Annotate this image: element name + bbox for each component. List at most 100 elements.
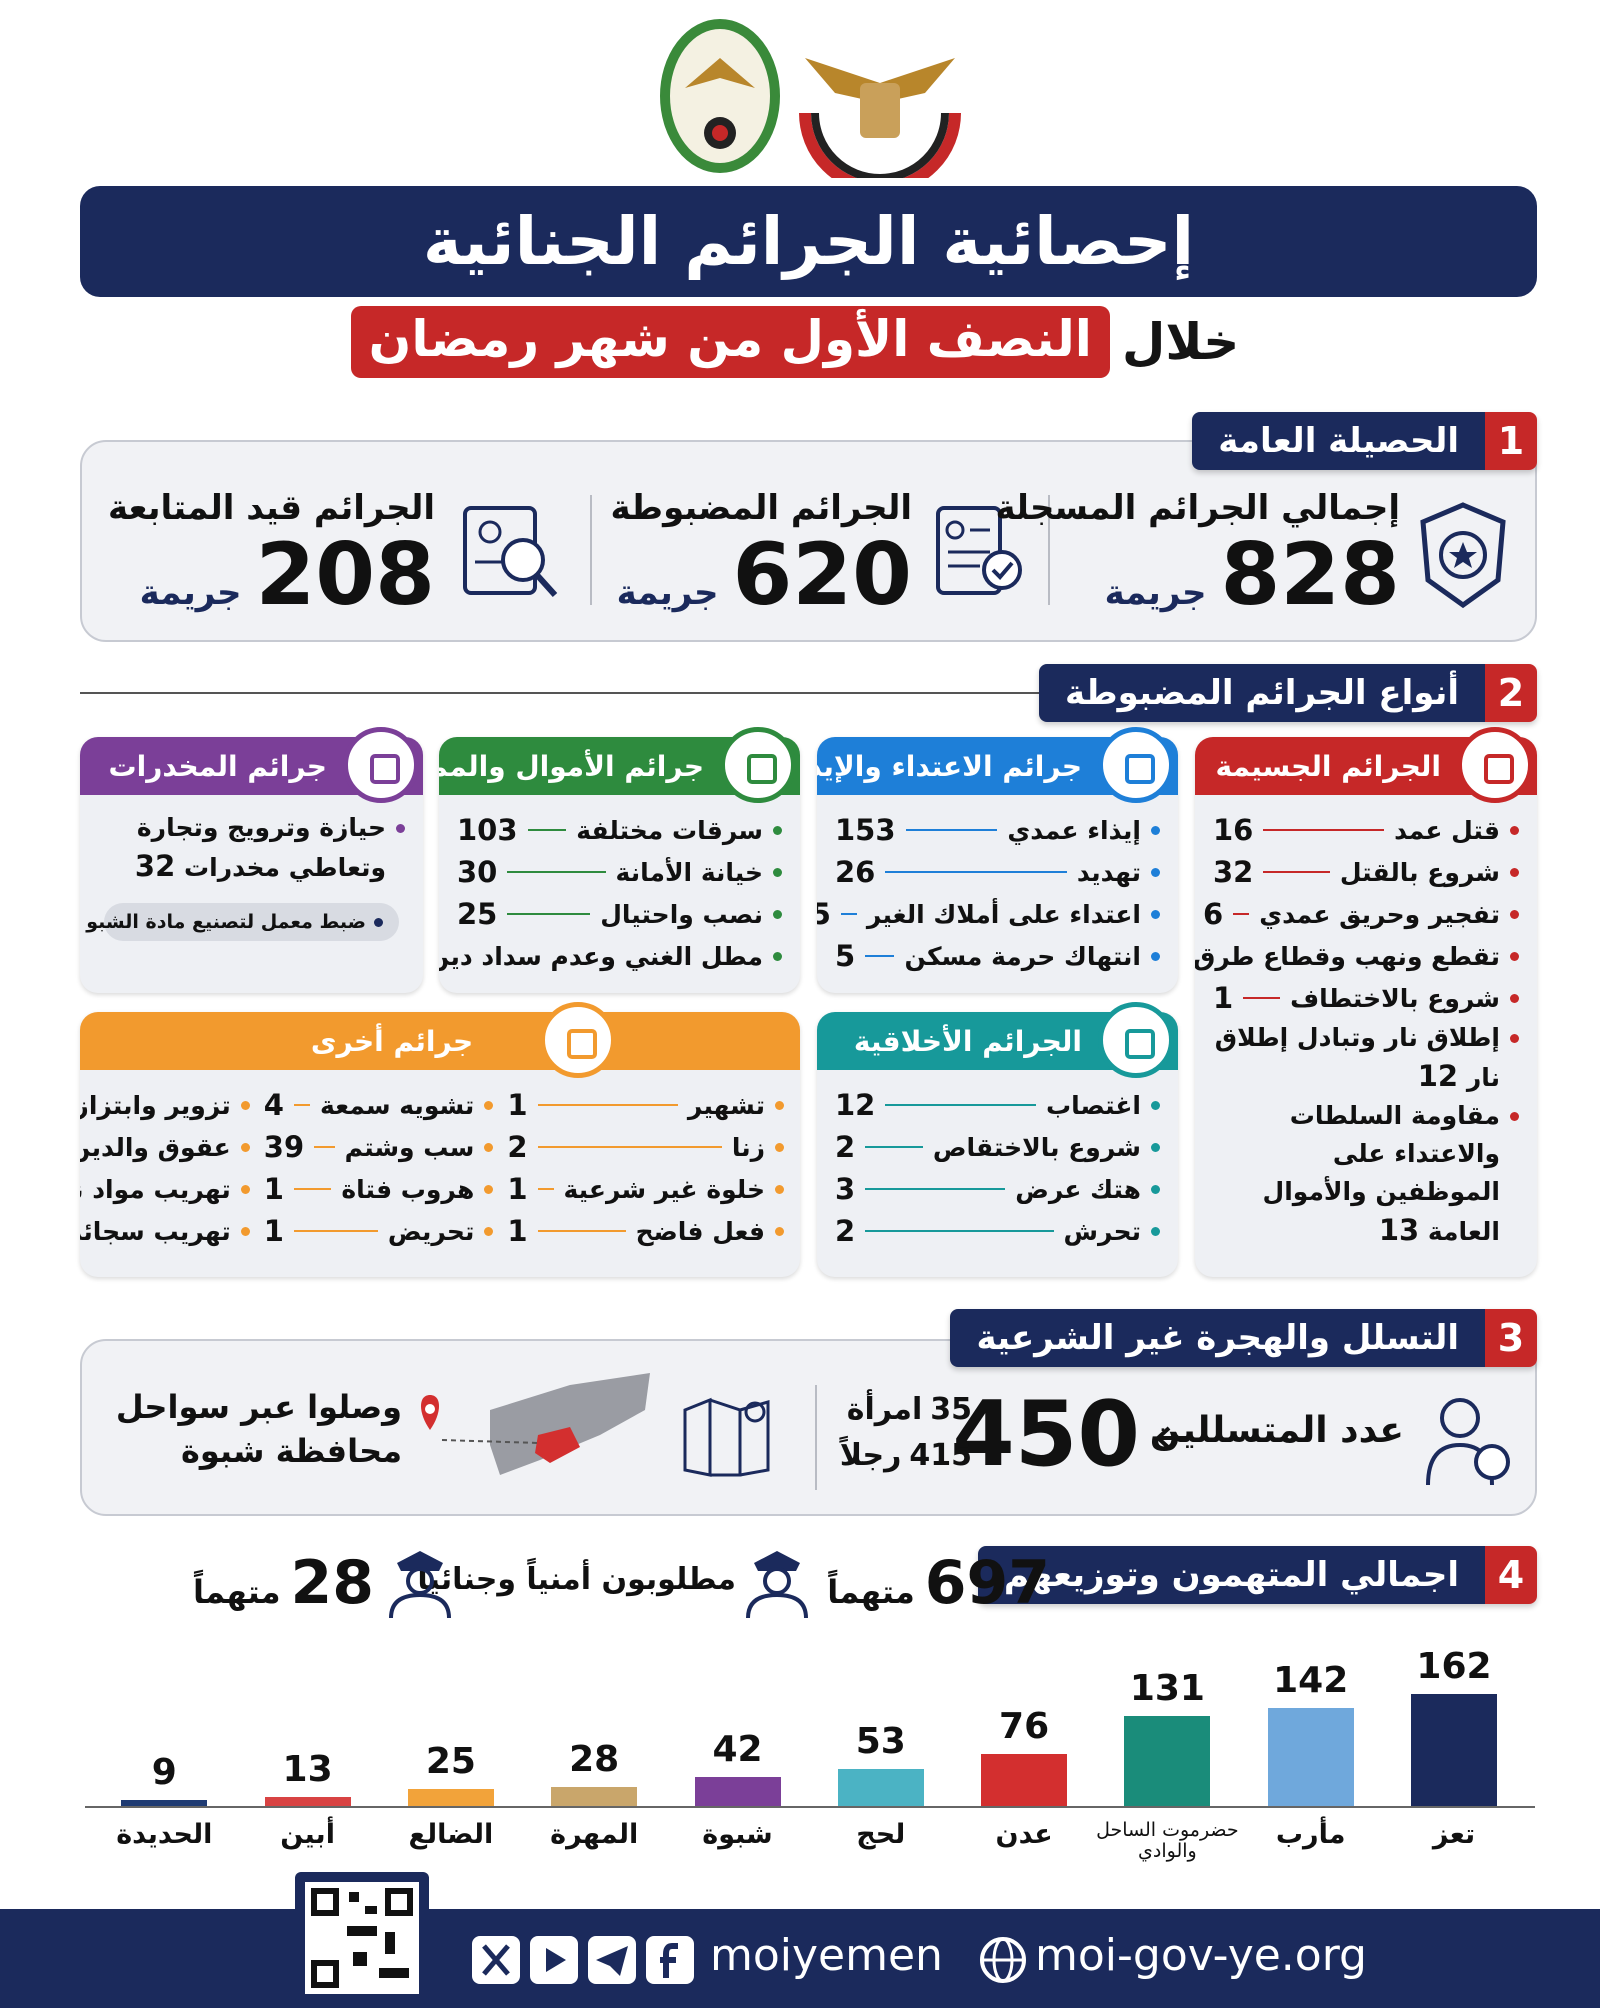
- crime-item: سرقات مختلفة 103: [457, 809, 782, 851]
- card-icon: [1098, 1002, 1174, 1078]
- crime-item: تشويه سمعة 4: [264, 1084, 494, 1126]
- card-title: جرائم أخرى: [310, 1024, 474, 1058]
- bar: [837, 1769, 924, 1806]
- bullet: [773, 951, 782, 961]
- bar-category: أبين: [280, 1819, 335, 1850]
- crime-item-text: مقاومة السلطات والاعتداء على الموظفين وا…: [1213, 1097, 1500, 1251]
- bullet: [775, 1226, 784, 1236]
- bullet: [775, 1142, 784, 1152]
- bullet: [374, 917, 383, 927]
- bar-category: مأرب: [1275, 1819, 1346, 1850]
- crime-item: قتل عمد 16: [1213, 809, 1519, 851]
- section-tab: 2 أنواع الجرائم المضبوطة: [1038, 664, 1537, 722]
- crime-item: نصب واحتيال 25: [457, 893, 782, 935]
- stat-value: 620: [732, 525, 912, 625]
- card-icon-glyph: [1125, 1029, 1155, 1059]
- leader-line: [507, 871, 606, 873]
- crime-item: اعتداء على أملاك الغير 45: [817, 893, 1160, 935]
- stat: الجرائم المضبوطة 620 جريمة: [610, 488, 912, 623]
- bullet: [1510, 825, 1519, 835]
- crime-value: 2: [835, 1214, 856, 1248]
- women-label: امرأة: [846, 1392, 923, 1427]
- bullet: [1510, 951, 1519, 961]
- leader-line: [865, 955, 895, 957]
- crime-label: اعتداء على أملاك الغير: [866, 899, 1141, 929]
- section-title: التسلل والهجرة غير الشرعية: [950, 1309, 1485, 1367]
- crime-label: تقطع ونهب وقطاع طرق: [1195, 941, 1500, 971]
- section-title: أنواع الجرائم المضبوطة: [1038, 664, 1485, 722]
- crime-item: سب وشتم 39: [264, 1126, 494, 1168]
- crime-label: زنا: [731, 1132, 765, 1162]
- divider: [1048, 495, 1050, 605]
- leader-line: [527, 829, 567, 831]
- officer-icon: [746, 1551, 808, 1619]
- men-count: 415 رجلاً: [840, 1438, 972, 1473]
- crime-value: 30: [457, 855, 498, 889]
- crime-value: 13: [1378, 1213, 1420, 1247]
- section-rule: [80, 692, 1095, 694]
- section-title: الحصيلة العامة: [1192, 412, 1485, 470]
- section-number: 2: [1485, 664, 1537, 722]
- crime-label: فعل فاضح: [635, 1216, 765, 1246]
- card-items: اغتصاب 12 شروع بالاختقاص 2 هتك عرض 3 تحرش 2: [817, 1070, 1178, 1252]
- crime-value: 103: [457, 813, 518, 847]
- investigation-icon: [463, 506, 558, 598]
- card-icon: [720, 727, 796, 803]
- bar-value: 131: [1129, 1667, 1205, 1709]
- stat-row: 828 جريمة: [995, 528, 1400, 623]
- leader-line: [1243, 997, 1281, 999]
- bullet: [484, 1226, 494, 1236]
- crime-value: 12: [835, 1088, 876, 1122]
- bar-value: 76: [999, 1705, 1050, 1747]
- leader-line: [507, 913, 591, 915]
- bullet: [775, 1184, 784, 1194]
- crime-value: 1: [507, 1214, 528, 1248]
- crime-value: 153: [835, 813, 896, 847]
- crime-item-text: حيازة وترويج وتجارة وتعاطي مخدرات 32: [98, 809, 386, 887]
- leader-line: [1233, 913, 1250, 915]
- crime-item: تزوير وابتزاز7: [80, 1084, 250, 1126]
- main-title: إحصائية الجرائم الجنائية: [80, 186, 1537, 297]
- infiltration-label: عدد المتسللين: [1149, 1410, 1404, 1451]
- card-title: جرائم الاعتداء والإيذاء: [817, 749, 1082, 783]
- stat-value: 828: [1220, 525, 1400, 625]
- bullet: [775, 1100, 784, 1110]
- crime-label: تفجير وحريق عمدي: [1259, 899, 1500, 929]
- bar-category: شبوة: [702, 1819, 773, 1850]
- bullet: [484, 1184, 494, 1194]
- wanted-label: مطلوبون أمنياً وجنائياً: [417, 1562, 736, 1597]
- divider: [590, 495, 592, 605]
- leader-line: [865, 1188, 1006, 1190]
- qr-frame: [295, 1872, 429, 2004]
- bar-category: المهرة: [550, 1819, 639, 1850]
- crime-item: تشهير 1: [507, 1084, 784, 1126]
- bullet: [1151, 1226, 1160, 1236]
- bar-category: الضالع: [408, 1819, 494, 1850]
- card-title: الجرائم الجسيمة: [1215, 749, 1442, 783]
- crime-value: 25: [457, 897, 498, 931]
- footer: [0, 1909, 1600, 2008]
- bullet: [1151, 951, 1160, 961]
- crime-label: مقاومة السلطات والاعتداء على الموظفين وا…: [1262, 1101, 1500, 1246]
- crime-value: 2: [507, 1130, 528, 1164]
- card-header: جرائم أخرى: [80, 1012, 800, 1070]
- card-title: جرائم الأموال والممتلكات: [439, 749, 704, 783]
- section-number: 3: [1485, 1309, 1537, 1367]
- stat-label: الجرائم قيد المتابعة: [107, 488, 435, 528]
- bar-value: 53: [855, 1721, 906, 1763]
- wanted-count: 28 متهماً: [193, 1548, 374, 1618]
- bar-value: 28: [569, 1738, 620, 1780]
- crime-value: 1: [1213, 981, 1234, 1015]
- crime-label: هروب فتاة: [341, 1174, 475, 1204]
- crime-item: إطلاق نار وتبادل إطلاق نار 12: [1213, 1019, 1519, 1097]
- subtitle-highlight: النصف الأول من شهر رمضان: [350, 306, 1110, 378]
- crime-item: عقوق والدين4: [80, 1126, 250, 1168]
- leader-line: [314, 1146, 335, 1148]
- crime-item: تفجير وحريق عمدي 6: [1203, 893, 1519, 935]
- bullet: [1151, 867, 1160, 877]
- bullet: [1510, 993, 1519, 1003]
- bullet: [1151, 825, 1160, 835]
- leader-line: [537, 1146, 722, 1148]
- crime-card: الجرائم الجسيمة قتل عمد 16 شروع بالقتل 32 تفج…: [1195, 737, 1537, 1277]
- crime-label: سرقات مختلفة: [576, 815, 763, 845]
